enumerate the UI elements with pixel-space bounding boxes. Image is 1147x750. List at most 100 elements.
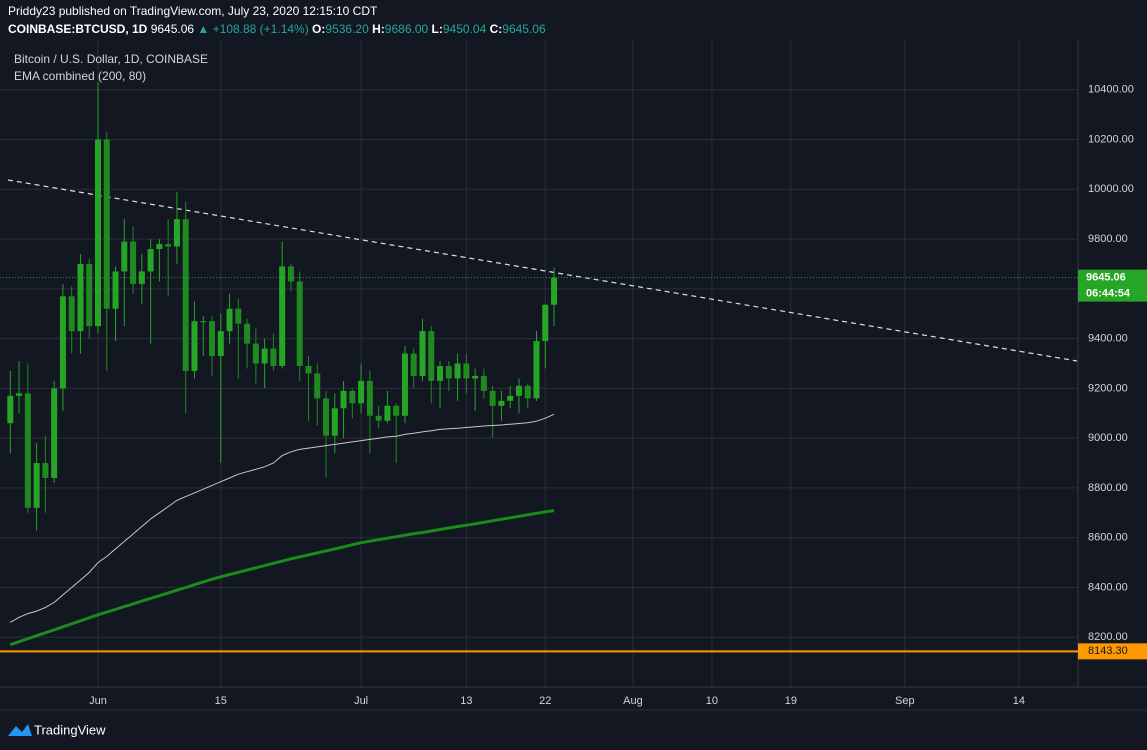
change: ▲ +108.88 (+1.14%)	[197, 22, 308, 36]
candle	[437, 361, 444, 409]
candle-body	[68, 296, 75, 332]
x-tick-label: 14	[1013, 695, 1025, 707]
candle-body	[287, 266, 294, 282]
o-label: O:	[312, 22, 325, 36]
candle-body	[445, 365, 452, 379]
candle	[472, 368, 479, 411]
candle	[340, 380, 347, 439]
candle	[165, 219, 172, 297]
c-label: C:	[490, 22, 503, 36]
candle-body	[393, 405, 400, 416]
candle-body	[551, 277, 558, 305]
candle-body	[323, 398, 330, 436]
candle-body	[235, 308, 242, 324]
level-label-box	[1078, 643, 1147, 660]
candle	[244, 318, 251, 369]
candle	[217, 313, 224, 464]
candle-body	[401, 353, 408, 416]
candle	[156, 239, 163, 282]
candle-body	[217, 331, 224, 357]
candle	[191, 301, 198, 379]
candle	[480, 368, 487, 399]
ema-line	[9, 509, 555, 647]
candle	[7, 370, 14, 454]
candle-body	[191, 321, 198, 371]
candle	[226, 293, 233, 344]
candle	[279, 241, 286, 369]
candle-body	[498, 400, 505, 406]
candle	[507, 385, 514, 409]
l-label: L:	[432, 22, 443, 36]
candle-body	[261, 348, 268, 364]
candle-body	[156, 244, 163, 250]
candle-body	[419, 331, 426, 376]
candle-body	[130, 241, 137, 284]
candle-body	[244, 323, 251, 344]
candle-body	[279, 266, 286, 366]
candle	[200, 316, 207, 357]
candle	[270, 333, 277, 371]
candle-body	[95, 139, 101, 327]
candle-body	[366, 380, 373, 416]
candle	[95, 82, 101, 334]
candle	[287, 263, 294, 292]
candle-body	[358, 380, 365, 404]
candle-body	[24, 393, 31, 508]
x-tick-label: Jul	[354, 695, 368, 707]
candle	[524, 383, 531, 409]
symbol: COINBASE:BTCUSD, 1D	[8, 22, 148, 36]
candle	[384, 390, 391, 424]
candle	[533, 331, 540, 401]
y-tick-label: 10400.00	[1088, 84, 1134, 96]
candle-body	[270, 348, 277, 366]
candle-body	[77, 263, 84, 332]
candle	[489, 385, 496, 439]
candle-body	[454, 363, 461, 379]
candle	[77, 254, 84, 354]
candle-body	[33, 463, 40, 508]
h-label: H:	[372, 22, 385, 36]
candle	[130, 226, 137, 294]
brand-logo	[8, 724, 32, 736]
y-tick-label: 9200.00	[1088, 382, 1128, 394]
candle	[305, 356, 312, 421]
candle	[314, 363, 321, 426]
level-label: 8143.30	[1088, 645, 1128, 657]
candle-body	[428, 331, 435, 381]
candle-body	[252, 343, 259, 364]
candle	[296, 271, 303, 381]
x-tick-label: Sep	[895, 695, 915, 707]
l: 9450.04	[443, 22, 487, 36]
y-tick-label: 8400.00	[1088, 581, 1128, 593]
candle-body	[59, 296, 66, 389]
candle	[103, 132, 110, 371]
candle-body	[305, 365, 312, 374]
candle-body	[173, 219, 180, 247]
candle-body	[314, 373, 321, 399]
quote-line: COINBASE:BTCUSD, 1D 9645.06 ▲ +108.88 (+…	[8, 22, 546, 36]
candle-body	[42, 463, 49, 478]
candle	[147, 239, 154, 344]
candle	[393, 403, 400, 464]
candle-body	[463, 363, 470, 379]
candle	[428, 326, 435, 404]
candle	[401, 346, 408, 424]
candle-body	[51, 388, 58, 478]
y-tick-label: 8600.00	[1088, 532, 1128, 544]
candle	[42, 435, 49, 513]
candle-body	[515, 385, 522, 396]
o: 9536.20	[325, 22, 369, 36]
candle-body	[349, 390, 356, 404]
candle	[463, 353, 470, 394]
x-tick-label: 19	[785, 695, 797, 707]
candle-body	[121, 241, 128, 272]
candle	[323, 390, 330, 478]
candle	[235, 298, 242, 379]
x-tick-label: Aug	[623, 695, 643, 707]
candle	[542, 303, 549, 369]
candle-body	[16, 393, 23, 396]
candle	[419, 318, 426, 381]
candle-body	[533, 341, 540, 399]
